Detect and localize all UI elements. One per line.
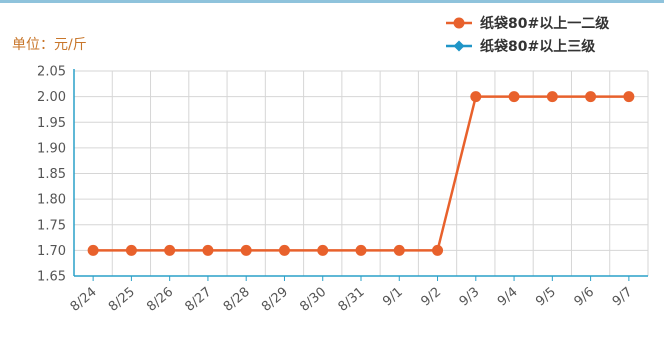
line-chart: 2.05 2.00 1.95 1.90 1.85 1.80 1.75 1.70 1.658/24… [37, 65, 649, 315]
series-1-point [585, 91, 597, 103]
series-1-point [508, 91, 520, 103]
series-1-point [164, 244, 176, 256]
series-1-point [278, 244, 290, 256]
y-tick-label: 1.70 [37, 244, 66, 259]
x-tick-label: 9/2 [418, 285, 444, 310]
legend-item-series-2[interactable]: 纸袋80#以上三级 [446, 34, 609, 57]
series-1-point [432, 244, 444, 256]
x-tick-label: 8/27 [182, 285, 214, 315]
y-tick-label: 2.05 [37, 65, 66, 80]
legend-label-series-2: 纸袋80#以上三级 [480, 38, 596, 55]
series-1-point [470, 91, 482, 103]
x-tick-label: 8/24 [68, 285, 100, 315]
legend: 纸袋80#以上一二级 纸袋80#以上三级 [446, 11, 609, 57]
x-tick-label: 9/7 [610, 285, 636, 310]
legend-marker-series-2 [446, 40, 472, 51]
x-tick-label: 8/28 [221, 285, 253, 315]
y-tick-label: 1.85 [37, 167, 66, 182]
y-tick-label: 2.00 [37, 90, 66, 105]
series-1-point [125, 244, 137, 256]
tick-labels: 2.05 2.00 1.95 1.90 1.85 1.80 1.75 1.70 1.658/24… [37, 65, 635, 315]
series-1-point [240, 244, 252, 256]
x-tick-label: 9/6 [572, 285, 598, 310]
x-tick-label: 8/30 [297, 285, 329, 315]
unit-label: 单位：元/斤 [12, 37, 87, 53]
x-tick-label: 9/5 [533, 285, 559, 310]
y-tick-label: 1.65 [37, 270, 66, 285]
series-1-point [623, 91, 635, 103]
y-tick-label: 1.75 [37, 218, 66, 233]
x-tick-label: 9/4 [495, 285, 521, 310]
x-tick-label: 9/1 [380, 285, 406, 310]
series-1-point [355, 244, 367, 256]
x-tick-label: 8/25 [106, 285, 138, 315]
y-tick-label: 1.95 [37, 116, 66, 131]
x-tick-label: 8/26 [144, 285, 176, 315]
x-tick-label: 8/31 [336, 285, 368, 315]
x-tick-label: 9/3 [457, 285, 483, 310]
y-tick-label: 1.80 [37, 193, 66, 208]
series-1-point [546, 91, 558, 103]
axes [73, 69, 648, 281]
y-tick-label: 1.90 [37, 141, 66, 156]
series-1-point [393, 244, 405, 256]
legend-marker-series-1 [446, 17, 472, 28]
series-1-point [87, 244, 99, 256]
series-1-point [317, 244, 329, 256]
x-tick-label: 8/29 [259, 285, 291, 315]
series-1-point [202, 244, 214, 256]
series [87, 91, 635, 256]
legend-label-series-1: 纸袋80#以上一二级 [480, 15, 610, 32]
legend-item-series-1[interactable]: 纸袋80#以上一二级 [446, 11, 609, 34]
